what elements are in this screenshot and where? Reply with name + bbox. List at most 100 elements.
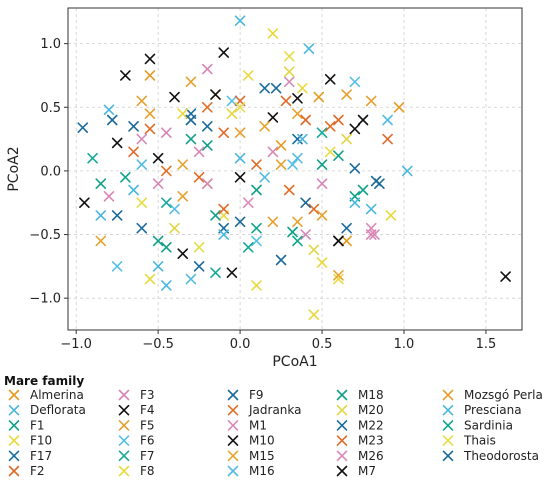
legend-label: F6 [140,434,155,448]
data-point [161,165,172,177]
data-point [136,197,148,209]
data-point [267,28,279,39]
data-point [218,127,230,139]
legend-marker [8,389,20,401]
legend-item: M10 [227,434,275,448]
series-theodorosta [128,114,382,228]
data-point [297,82,308,94]
data-point [349,197,361,209]
data-point [267,216,279,228]
x-tick-label: 0.5 [312,337,333,352]
data-point [283,51,295,62]
data-point [341,133,352,145]
legend-label: Jadranka [248,403,302,417]
data-point [202,121,213,132]
data-point [341,235,352,247]
legend-label: Almerina [30,388,84,402]
legend-label: F7 [140,449,155,463]
x-tick-label: −1.0 [60,337,92,352]
data-point [120,171,131,183]
legend-item: F17 [8,449,52,463]
data-point [169,91,180,103]
data-point [308,244,320,256]
data-point [324,121,336,132]
data-point [144,53,156,65]
legend-item: M7 [336,464,376,478]
legend-marker [118,435,130,446]
legend-marker [442,404,454,416]
legend-label: M1 [249,418,267,432]
legend-marker [227,389,239,401]
legend-marker [118,465,130,477]
data-point [234,216,246,228]
legend-label: M15 [249,449,275,463]
x-axis-ticks: −1.0 −0.5 0.0 0.5 1.0 1.5 [60,330,496,352]
legend-label: M20 [358,403,384,417]
data-point [349,163,361,174]
legend-marker [442,389,454,401]
legend-label: Presciana [464,403,522,417]
data-point [136,133,148,145]
data-point [316,178,328,189]
data-point [169,222,180,234]
legend-item: M22 [336,418,384,432]
data-point [152,178,164,189]
legend-item: F7 [118,449,155,463]
data-point [259,82,270,94]
data-point [177,248,189,259]
x-tick-label: 1.0 [394,337,415,352]
data-point [292,235,303,247]
data-point [202,140,213,151]
series-m22 [111,121,361,266]
data-point [365,95,377,107]
legend-label: Thais [463,434,496,448]
legend-item: Theodorosta [442,449,539,463]
series-m1 [136,76,377,234]
legend-marker [227,404,239,416]
data-point [292,152,303,164]
legend-item: F1 [8,418,45,432]
data-point [95,178,107,189]
legend-item: M23 [336,434,384,448]
data-point [226,95,238,107]
legend-label: M7 [358,464,376,478]
series-f10 [144,28,397,321]
data-point [185,273,197,285]
data-point [144,123,156,135]
data-point [283,66,295,77]
data-point [275,159,287,170]
legend-label: Mozsgó Perla [464,388,543,402]
data-point [202,178,213,189]
data-point [169,203,180,215]
legend-label: M26 [358,449,384,463]
data-point [242,241,254,253]
legend-marker [8,404,20,416]
legend-item: F2 [8,464,45,478]
legend-label: Deflorata [30,403,86,417]
data-point [210,89,221,100]
legend-marker [118,420,130,431]
data-point [218,203,230,215]
x-tick-label: 0.0 [230,337,251,352]
legend-marker [336,389,348,401]
legend-item: M15 [227,449,275,463]
data-point [185,133,197,145]
data-point [308,309,320,321]
series-f5 [136,76,352,228]
x-axis-label: PCoA1 [272,354,317,370]
data-point [242,70,254,81]
data-point [161,197,172,209]
data-point [234,152,246,164]
series-deflorata [103,15,413,291]
data-point [111,137,123,149]
legend-marker [442,420,454,431]
legend-item: F8 [118,464,155,478]
scatter-points [77,15,511,321]
data-point [270,82,282,94]
legend-marker [8,420,20,431]
data-point [280,95,292,107]
legend-marker [336,435,348,446]
data-point [251,222,262,234]
legend-marker [8,435,20,446]
